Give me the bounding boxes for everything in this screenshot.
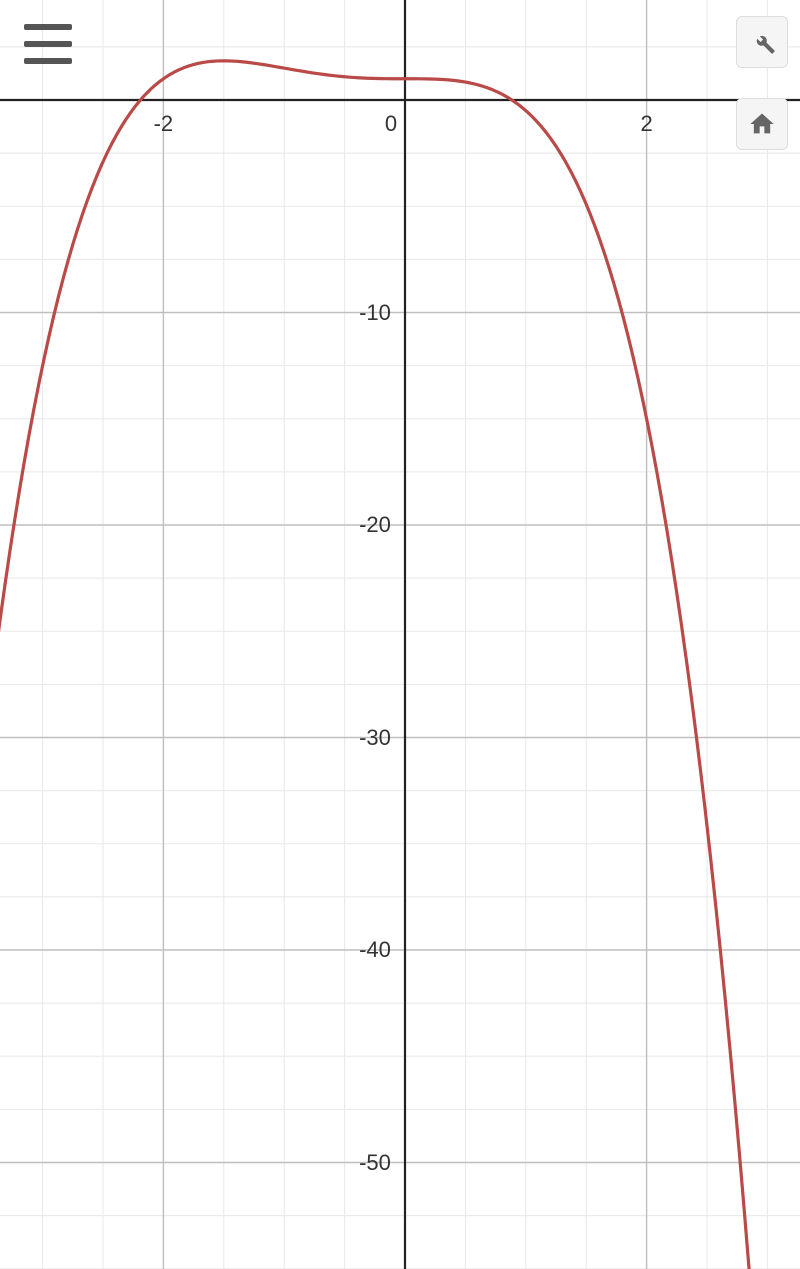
settings-button[interactable] [736,16,788,68]
home-button[interactable] [736,98,788,150]
home-icon [748,110,776,138]
x-tick-label: 2 [640,111,652,137]
wrench-icon [748,28,776,56]
x-tick-label: 0 [385,111,397,137]
y-tick-label: -10 [359,300,391,326]
menu-icon[interactable] [24,24,72,64]
graph-canvas [0,0,800,1269]
y-tick-label: -50 [359,1150,391,1176]
y-tick-label: -30 [359,725,391,751]
x-tick-label: -2 [154,111,174,137]
y-tick-label: -20 [359,512,391,538]
y-tick-label: -40 [359,937,391,963]
graph-area[interactable]: -202-10-20-30-40-50 [0,0,800,1269]
